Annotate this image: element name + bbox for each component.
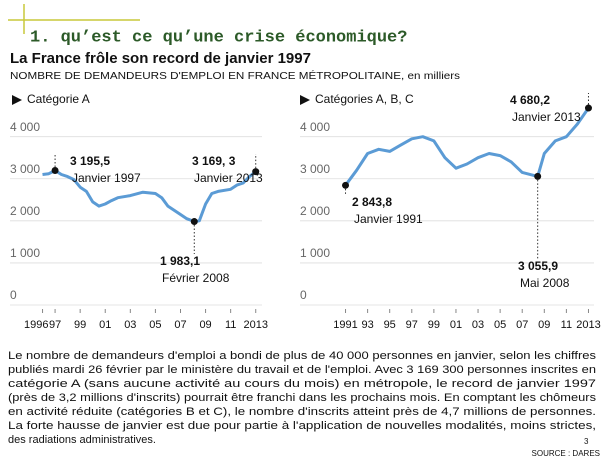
slide-title: 1. qu’est ce qu’une crise économique?	[30, 28, 407, 47]
chart-title: Catégories A, B, C	[315, 92, 414, 106]
x-tick-label: 05	[494, 319, 506, 331]
annotation-value: 3 169, 3	[192, 154, 236, 168]
x-tick-label: 03	[124, 319, 136, 331]
x-tick-label: 1996	[24, 319, 48, 331]
y-tick-label: 1 000	[300, 246, 330, 260]
annotation-value: 1 983,1	[160, 254, 200, 268]
paragraph-line: La forte hausse de janvier est due pour …	[8, 420, 596, 432]
x-tick-label: 97	[406, 319, 418, 331]
annotation-point	[534, 172, 542, 180]
x-tick-label: 1991	[333, 319, 357, 331]
x-tick-label: 07	[174, 319, 186, 331]
annotation-text: Mai 2008	[520, 276, 570, 290]
y-tick-label: 0	[300, 288, 307, 302]
annotation-value: 4 680,2	[510, 93, 550, 107]
annotation-text: Janvier 2013	[194, 171, 263, 185]
legend-marker	[12, 95, 22, 105]
annotation-value: 3 055,9	[518, 259, 558, 273]
annotation-point	[252, 168, 260, 176]
y-tick-label: 2 000	[300, 204, 330, 218]
paragraph-line: en activité réduite (catégories B et C),…	[8, 406, 596, 418]
paragraph-line: Le nombre de demandeurs d'emploi a bondi…	[8, 350, 597, 362]
annotation-text: Janvier 2013	[512, 110, 581, 124]
y-tick-label: 1 000	[10, 246, 40, 260]
x-tick-label: 03	[472, 319, 484, 331]
paragraph-line: des radiations administratives.	[8, 434, 156, 446]
legend-marker	[300, 95, 310, 105]
x-tick-label: 2013	[243, 319, 267, 331]
y-tick-label: 3 000	[10, 162, 40, 176]
x-tick-label: 2013	[576, 319, 600, 331]
source: SOURCE : DARES	[532, 449, 600, 458]
x-tick-label: 09	[199, 319, 211, 331]
x-tick-label: 93	[361, 319, 373, 331]
annotation-text: Janvier 1997	[72, 171, 141, 185]
x-tick-label: 01	[99, 319, 111, 331]
y-tick-label: 0	[10, 288, 17, 302]
x-tick-label: 09	[538, 319, 550, 331]
page-number: 3	[584, 437, 589, 446]
annotation-point	[51, 167, 59, 175]
annotation-point	[584, 104, 592, 112]
annotation-value: 3 195,5	[70, 154, 110, 168]
data-line	[344, 107, 590, 187]
x-tick-label: 97	[49, 319, 61, 331]
annotation-point	[190, 218, 198, 226]
y-tick-label: 3 000	[300, 162, 330, 176]
x-tick-label: 07	[516, 319, 528, 331]
x-tick-label: 05	[149, 319, 161, 331]
paragraph-line: publiés mardi 26 février par le ministèr…	[8, 364, 596, 376]
x-tick-label: 99	[74, 319, 86, 331]
y-tick-label: 4 000	[10, 120, 40, 134]
x-tick-label: 99	[428, 319, 440, 331]
subtitle: NOMBRE DE DEMANDEURS D'EMPLOI EN FRANCE …	[10, 69, 460, 82]
y-tick-label: 4 000	[300, 120, 330, 134]
paragraph-line: catégorie A (sans aucune activité au cou…	[8, 378, 596, 390]
x-tick-label: 01	[450, 319, 462, 331]
x-tick-label: 11	[561, 319, 572, 331]
x-tick-label: 95	[384, 319, 396, 331]
paragraph-line: (près de 3,2 millions d'inscrits) pourra…	[8, 392, 597, 404]
data-line	[42, 169, 257, 223]
y-tick-label: 2 000	[10, 204, 40, 218]
heading: La France frôle son record de janvier 19…	[10, 50, 311, 67]
annotation-value: 2 843,8	[352, 195, 392, 209]
annotation-point	[342, 181, 350, 189]
annotation-text: Février 2008	[162, 271, 230, 285]
chart-title: Catégorie A	[27, 92, 90, 106]
x-tick-label: 11	[225, 319, 236, 331]
annotation-text: Janvier 1991	[354, 212, 423, 226]
